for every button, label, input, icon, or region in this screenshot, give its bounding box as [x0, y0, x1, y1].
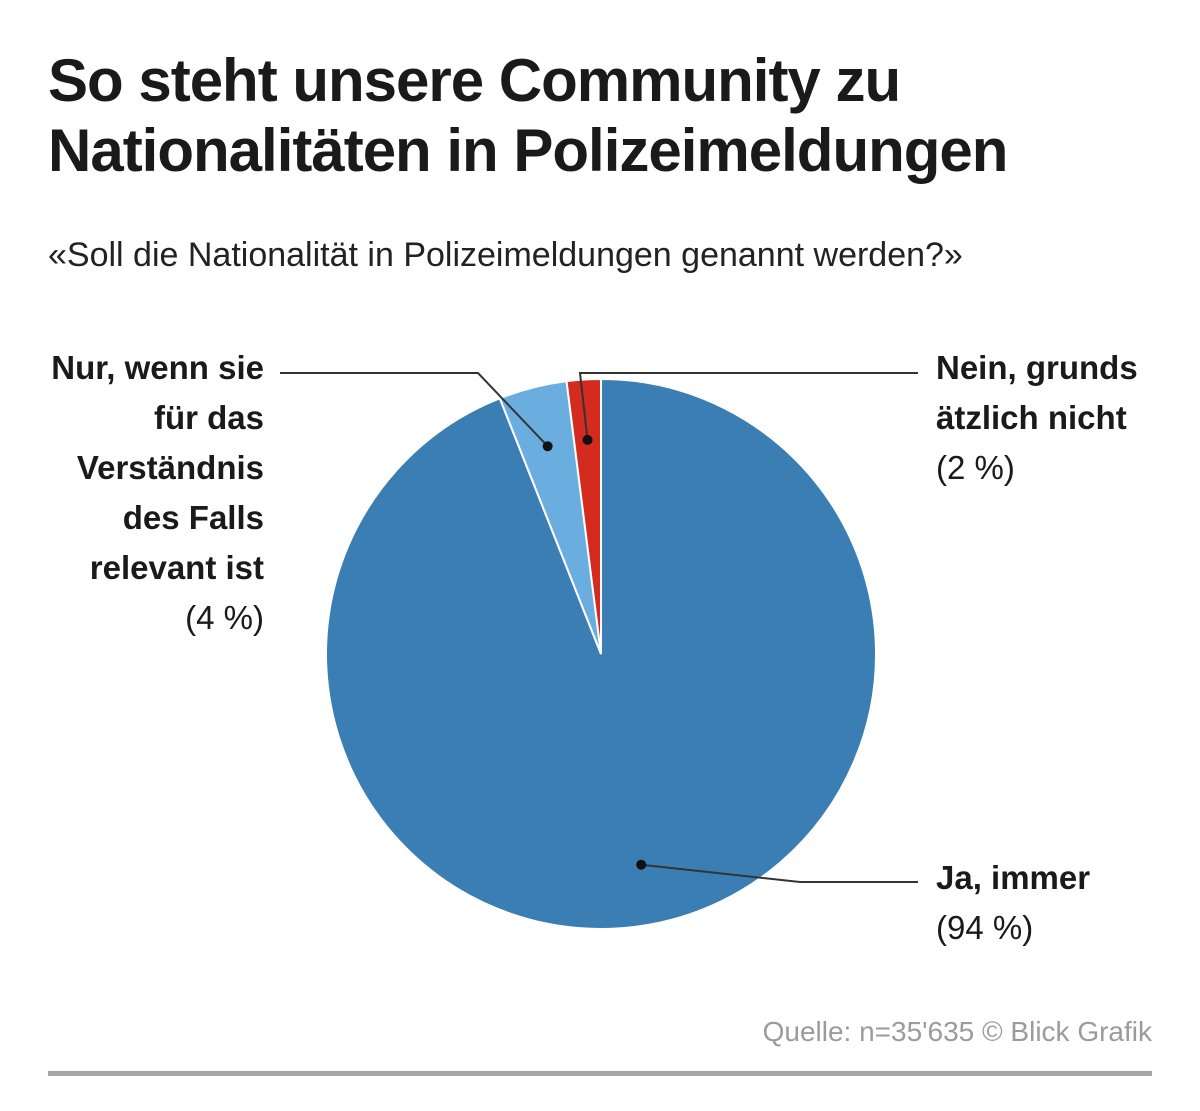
label-slice-nein-name: Nein, grundsätzlich nicht: [936, 349, 1138, 436]
label-slice-ja-name: Ja, immer: [936, 859, 1091, 896]
pie-slice-nein: [565, 377, 602, 655]
leader-line-ja: [636, 859, 918, 883]
label-slice-relevant: Nur, wenn sie für das Verständnis des Fa…: [40, 343, 264, 643]
leader-line-nein: [578, 372, 918, 445]
label-slice-ja: Ja, immer (94 %): [936, 853, 1176, 953]
leader-line-relevant: [280, 372, 553, 452]
label-slice-nein: Nein, grundsätzlich nicht (2 %): [936, 343, 1156, 493]
chart-subtitle: «Soll die Nationalität in Polizeimeldung…: [48, 236, 963, 274]
footer-rule: [48, 1071, 1152, 1076]
label-slice-nein-value: (2 %): [936, 449, 1015, 486]
label-slice-relevant-value: (4 %): [185, 599, 264, 636]
label-slice-relevant-name: Nur, wenn sie für das Verständnis des Fa…: [51, 349, 264, 586]
chart-title: So steht unsere Community zu Nationalitä…: [48, 47, 1008, 184]
source-note: Quelle: n=35'635 © Blick Grafik: [762, 1016, 1152, 1047]
label-slice-ja-value: (94 %): [936, 909, 1034, 946]
